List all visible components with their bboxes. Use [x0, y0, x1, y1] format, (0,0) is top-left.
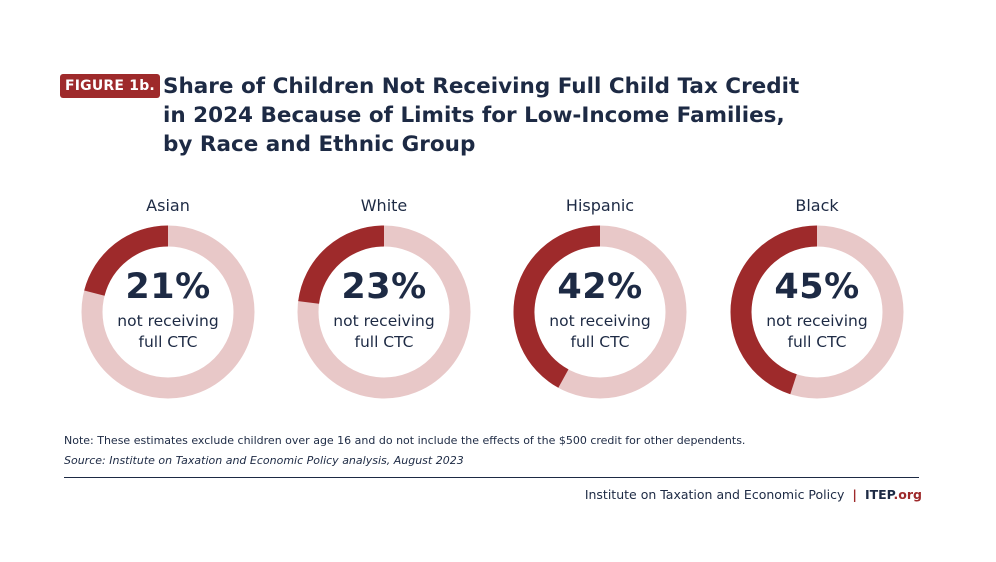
- chart-title-line-3: by Race and Ethnic Group: [163, 132, 476, 157]
- percent-label-hispanic: 42%: [557, 267, 643, 307]
- donut-value-arc-hispanic: [513, 225, 601, 388]
- donut-value-arc-black: [730, 225, 818, 395]
- donut-value-arc-white: [298, 225, 385, 305]
- sublabel-line-2-black: full CTC: [787, 333, 847, 351]
- sublabel-line-2-white: full CTC: [354, 333, 414, 351]
- category-label-asian: Asian: [146, 196, 190, 215]
- sublabel-line-2-asian: full CTC: [138, 333, 198, 351]
- sublabel-line-1-hispanic: not receiving: [549, 312, 651, 330]
- footer-divider: [64, 477, 919, 478]
- chart-title-line-2: in 2024 Because of Limits for Low-Income…: [163, 103, 785, 128]
- chart-note: Note: These estimates exclude children o…: [64, 434, 746, 447]
- itep-logo: ITEP.org: [865, 487, 922, 502]
- center-sublabel-white: not receiving full CTC: [304, 311, 464, 353]
- center-sublabel-hispanic: not receiving full CTC: [520, 311, 680, 353]
- percent-label-black: 45%: [774, 267, 860, 307]
- sublabel-line-2-hispanic: full CTC: [570, 333, 630, 351]
- chart-title-line-1: Share of Children Not Receiving Full Chi…: [163, 74, 800, 99]
- itep-logo-main: ITEP: [864, 487, 894, 502]
- category-label-hispanic: Hispanic: [565, 196, 635, 215]
- category-label-black: Black: [795, 196, 839, 215]
- footer: Institute on Taxation and Economic Polic…: [585, 487, 922, 502]
- sublabel-line-1-asian: not receiving: [117, 312, 219, 330]
- donut-value-arc-asian: [84, 225, 169, 297]
- sublabel-line-1-black: not receiving: [766, 312, 868, 330]
- donut-charts-row: Asian 21% not receiving full CTC White 23% not…: [0, 190, 996, 400]
- chart-source: Source: Institute on Taxation and Econom…: [64, 454, 464, 467]
- chart-title: Share of Children Not Receiving Full Chi…: [163, 72, 863, 159]
- category-label-white: White: [360, 196, 408, 215]
- sublabel-line-1-white: not receiving: [333, 312, 435, 330]
- footer-separator: |: [852, 487, 857, 502]
- figure-label-badge: FIGURE 1b.: [60, 74, 160, 98]
- percent-label-white: 23%: [341, 267, 427, 307]
- itep-logo-suffix: .org: [893, 487, 922, 502]
- footer-org-name: Institute on Taxation and Economic Polic…: [584, 487, 845, 502]
- center-sublabel-asian: not receiving full CTC: [88, 311, 248, 353]
- percent-label-asian: 21%: [125, 267, 211, 307]
- donut-charts-svg: [81, 225, 904, 399]
- center-sublabel-black: not receiving full CTC: [737, 311, 897, 353]
